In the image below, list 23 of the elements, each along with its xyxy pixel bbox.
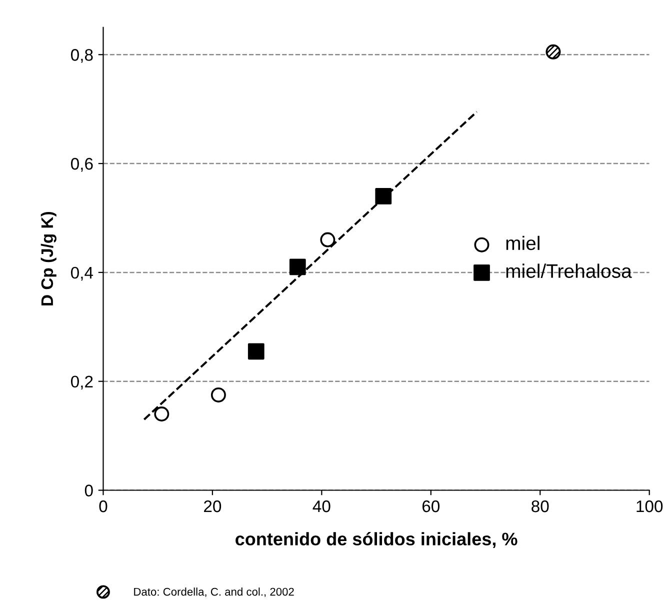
text: Dato: Cordella, C. and col., 2002 — [134, 588, 294, 598]
point — [210, 387, 226, 402]
x-tick-label: 0 — [99, 500, 108, 512]
y-axis-title: D Cp (J/g K) — [40, 212, 56, 306]
x-tick-label: 100 — [636, 500, 663, 512]
point — [154, 406, 170, 422]
x-tick-label: 60 — [422, 500, 440, 512]
point — [375, 188, 392, 204]
y-tick-label: 0,8 — [70, 49, 93, 63]
y-tick-label: 0 — [84, 484, 93, 496]
legend-label: miel — [506, 236, 540, 250]
x-tick-label: 40 — [312, 500, 330, 512]
x-tick-label: 20 — [204, 500, 222, 512]
y-tick-label: 0,4 — [70, 266, 94, 281]
point — [289, 258, 306, 276]
point — [546, 44, 561, 60]
legend-label: miel/Trehalosa — [506, 264, 632, 278]
x-tick-label: 80 — [532, 500, 549, 512]
y-tick-label: 0,6 — [70, 158, 93, 172]
point — [248, 343, 264, 360]
y-tick-label: 0,2 — [70, 376, 93, 390]
x-axis-title: contenido de sólidos iniciales, % — [236, 532, 518, 548]
point — [320, 232, 336, 248]
